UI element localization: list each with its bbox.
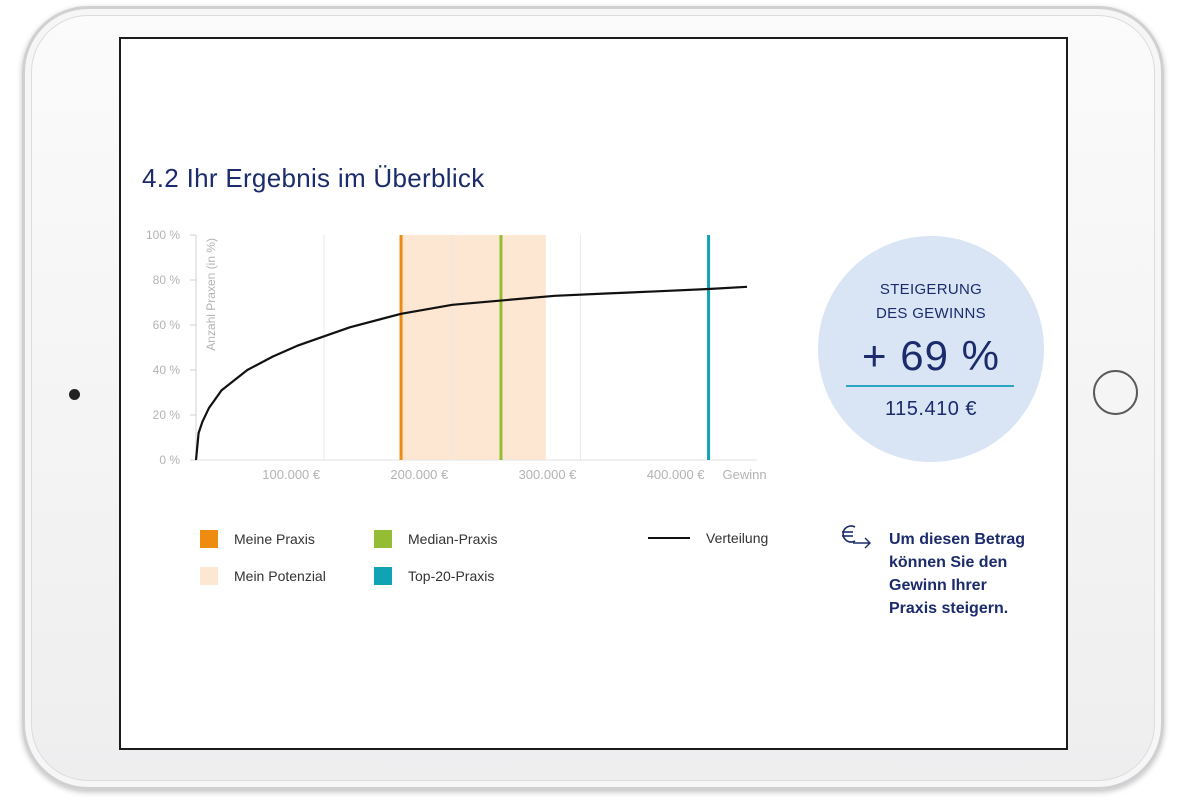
y-axis-title: Anzahl Praxen (in %) xyxy=(204,238,218,351)
tablet-screen: 4.2 Ihr Ergebnis im Überblick 0 %20 %40 … xyxy=(119,37,1068,750)
x-tick-label-1: 200.000 € xyxy=(390,467,449,482)
legend-swatch-meine-praxis xyxy=(200,530,218,548)
y-tick-label-4: 80 % xyxy=(153,273,181,287)
x-axis-title: Gewinn xyxy=(723,467,767,482)
y-tick-label-2: 40 % xyxy=(153,363,181,377)
note-text: Um diesen Betrag können Sie den Gewinn I… xyxy=(889,528,1059,620)
legend-item-mein-potenzial: Mein Potenzial xyxy=(200,567,326,585)
legend-item-meine-praxis: Meine Praxis xyxy=(200,530,315,548)
legend-line-verteilung xyxy=(648,537,690,539)
legend-label-median-praxis: Median-Praxis xyxy=(408,531,497,547)
y-tick-label-0: 0 % xyxy=(159,453,180,467)
kpi-label: STEIGERUNG DES GEWINNS xyxy=(818,278,1044,326)
y-tick-label-5: 100 % xyxy=(146,228,180,242)
x-tick-label-0: 100.000 € xyxy=(262,467,321,482)
legend-swatch-mein-potenzial xyxy=(200,567,218,585)
y-tick-label-3: 60 % xyxy=(153,318,181,332)
kpi-label-line1: STEIGERUNG xyxy=(818,278,1044,302)
legend-item-top20-praxis: Top-20-Praxis xyxy=(374,567,494,585)
x-tick-label-3: 400.000 € xyxy=(647,467,706,482)
y-tick-label-1: 20 % xyxy=(153,408,181,422)
euro-arrow-icon xyxy=(839,523,873,549)
kpi-value: + 69 % xyxy=(818,332,1044,380)
note-line-2: können Sie den xyxy=(889,551,1059,574)
note-line-4: Praxis steigern. xyxy=(889,597,1059,620)
distribution-chart: 0 % 20 % 40 % 60 % 80 % 100 % Anzahl Praxen (i… xyxy=(121,39,821,499)
legend-label-meine-praxis: Meine Praxis xyxy=(234,531,315,547)
legend-label-verteilung: Verteilung xyxy=(706,530,768,546)
potential-band xyxy=(401,235,546,460)
kpi-divider xyxy=(846,385,1014,387)
legend-swatch-top20-praxis xyxy=(374,567,392,585)
camera-dot xyxy=(69,389,80,400)
kpi-circle: STEIGERUNG DES GEWINNS + 69 % 115.410 € xyxy=(818,236,1044,462)
legend-label-top20-praxis: Top-20-Praxis xyxy=(408,568,494,584)
note-line-3: Gewinn Ihrer xyxy=(889,574,1059,597)
kpi-label-line2: DES GEWINNS xyxy=(818,302,1044,326)
legend-item-median-praxis: Median-Praxis xyxy=(374,530,497,548)
x-tick-label-2: 300.000 € xyxy=(519,467,578,482)
legend-swatch-median-praxis xyxy=(374,530,392,548)
kpi-amount: 115.410 € xyxy=(818,398,1044,421)
note-line-1: Um diesen Betrag xyxy=(889,528,1059,551)
legend-item-verteilung: Verteilung xyxy=(648,530,768,546)
legend-label-mein-potenzial: Mein Potenzial xyxy=(234,568,326,584)
home-button[interactable] xyxy=(1093,370,1138,415)
